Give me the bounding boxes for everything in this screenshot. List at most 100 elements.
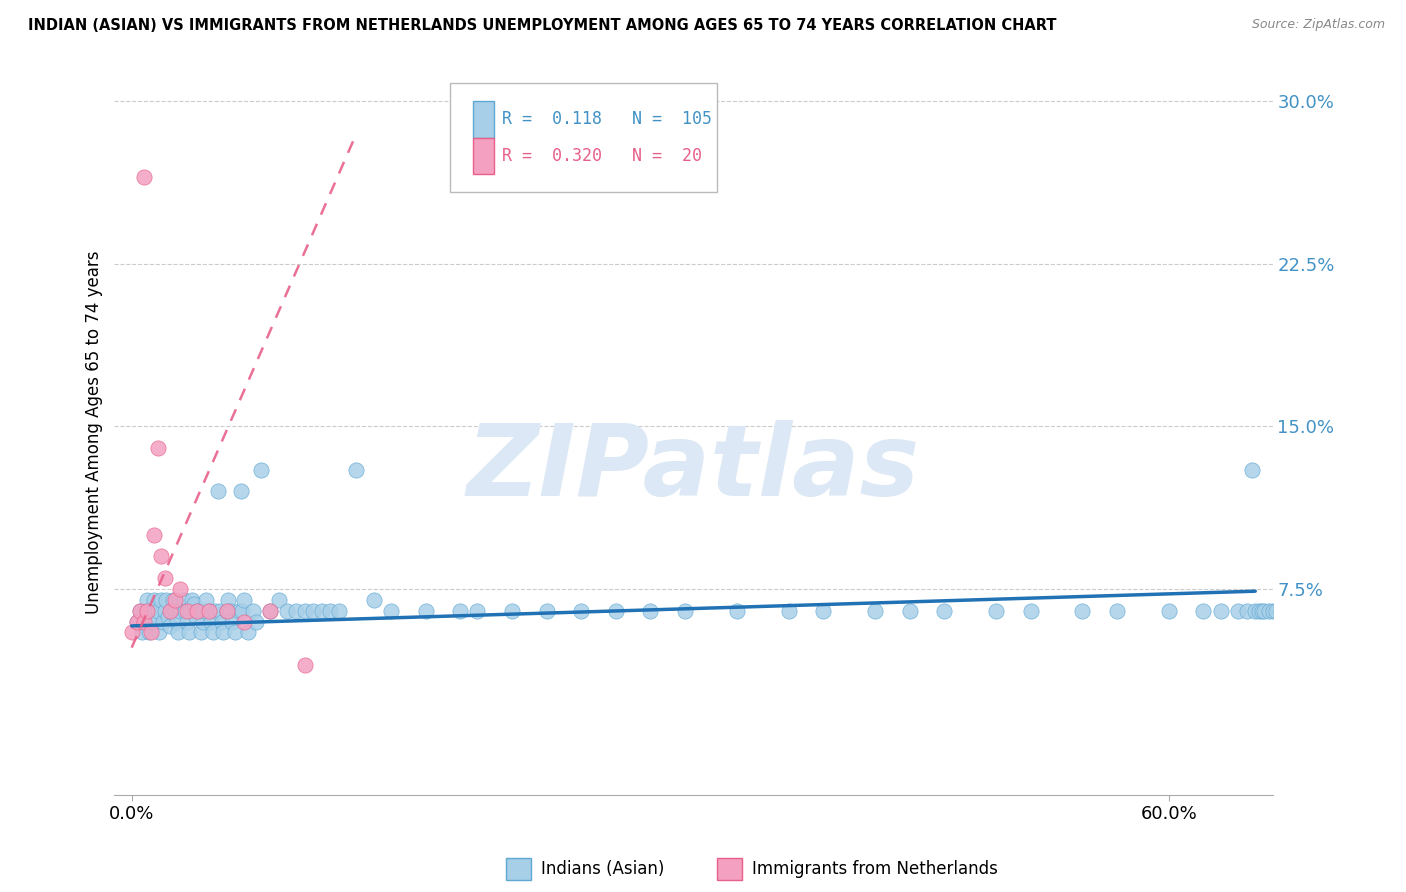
Point: [294, 604, 316, 618]
Point: [1261, 604, 1284, 618]
Point: [195, 593, 218, 607]
Point: [536, 604, 558, 618]
Point: [311, 604, 333, 618]
Point: [186, 604, 208, 618]
Point: [136, 593, 159, 607]
Point: [259, 604, 281, 618]
Point: [984, 604, 1007, 618]
Point: [1105, 604, 1128, 618]
Point: [136, 604, 159, 618]
Point: [1247, 604, 1270, 618]
Point: [132, 169, 155, 184]
Text: Immigrants from Netherlands: Immigrants from Netherlands: [752, 860, 998, 878]
FancyBboxPatch shape: [474, 101, 495, 137]
Point: [1019, 604, 1042, 618]
Point: [204, 604, 226, 618]
Point: [156, 610, 179, 624]
Point: [242, 604, 264, 618]
Point: [141, 604, 163, 618]
Point: [139, 625, 162, 640]
Point: [198, 604, 221, 618]
Point: [212, 625, 235, 640]
Point: [201, 625, 224, 640]
Point: [125, 615, 148, 629]
Point: [1275, 604, 1298, 618]
Point: [200, 615, 222, 629]
Point: [166, 615, 188, 629]
Point: [1157, 604, 1180, 618]
Point: [236, 625, 259, 640]
Point: [167, 625, 190, 640]
Point: [231, 604, 253, 618]
Point: [344, 463, 367, 477]
Text: ZIPatlas: ZIPatlas: [467, 419, 920, 516]
Point: [148, 625, 170, 640]
Point: [176, 615, 198, 629]
Point: [138, 625, 160, 640]
Point: [319, 604, 342, 618]
FancyBboxPatch shape: [474, 137, 495, 174]
Point: [179, 604, 201, 618]
Point: [725, 604, 748, 618]
Point: [150, 593, 173, 607]
Point: [501, 604, 523, 618]
Point: [415, 604, 437, 618]
Point: [193, 604, 215, 618]
Point: [1244, 604, 1267, 618]
Point: [1209, 604, 1232, 618]
Point: [250, 463, 273, 477]
Point: [208, 604, 231, 618]
Point: [163, 593, 186, 607]
Point: [139, 615, 162, 629]
Point: [219, 604, 242, 618]
Point: [145, 615, 167, 629]
Point: [176, 604, 198, 618]
Point: [162, 593, 184, 607]
Point: [284, 604, 307, 618]
Point: [150, 549, 173, 564]
Point: [152, 615, 174, 629]
Point: [191, 615, 214, 629]
Point: [159, 619, 181, 633]
Point: [129, 604, 152, 618]
Point: [207, 484, 229, 499]
Point: [673, 604, 696, 618]
Point: [380, 604, 402, 618]
Text: INDIAN (ASIAN) VS IMMIGRANTS FROM NETHERLANDS UNEMPLOYMENT AMONG AGES 65 TO 74 Y: INDIAN (ASIAN) VS IMMIGRANTS FROM NETHER…: [28, 18, 1057, 33]
Point: [605, 604, 627, 618]
Point: [259, 604, 281, 618]
Point: [146, 604, 169, 618]
Point: [1270, 604, 1292, 618]
Point: [177, 625, 200, 640]
Point: [169, 604, 191, 618]
Point: [276, 604, 298, 618]
Point: [135, 604, 157, 618]
Point: [159, 604, 181, 618]
Text: Indians (Asian): Indians (Asian): [541, 860, 665, 878]
Point: [174, 604, 197, 618]
Point: [121, 625, 143, 640]
Point: [1265, 604, 1288, 618]
Point: [267, 593, 290, 607]
Point: [638, 604, 661, 618]
Point: [131, 625, 153, 640]
Point: [132, 615, 155, 629]
Text: R =  0.320   N =  20: R = 0.320 N = 20: [502, 146, 703, 165]
Point: [129, 604, 152, 618]
Point: [1253, 604, 1275, 618]
Point: [173, 593, 195, 607]
Point: [467, 604, 489, 618]
Point: [190, 625, 212, 640]
Point: [363, 593, 385, 607]
Point: [215, 604, 238, 618]
Point: [898, 604, 921, 618]
Point: [153, 604, 176, 618]
Point: [181, 593, 204, 607]
Point: [1258, 604, 1281, 618]
Point: [1226, 604, 1249, 618]
Text: R =  0.118   N =  105: R = 0.118 N = 105: [502, 111, 713, 128]
Point: [215, 604, 238, 618]
Point: [163, 604, 186, 618]
Y-axis label: Unemployment Among Ages 65 to 74 years: Unemployment Among Ages 65 to 74 years: [86, 250, 103, 614]
Point: [294, 657, 316, 672]
